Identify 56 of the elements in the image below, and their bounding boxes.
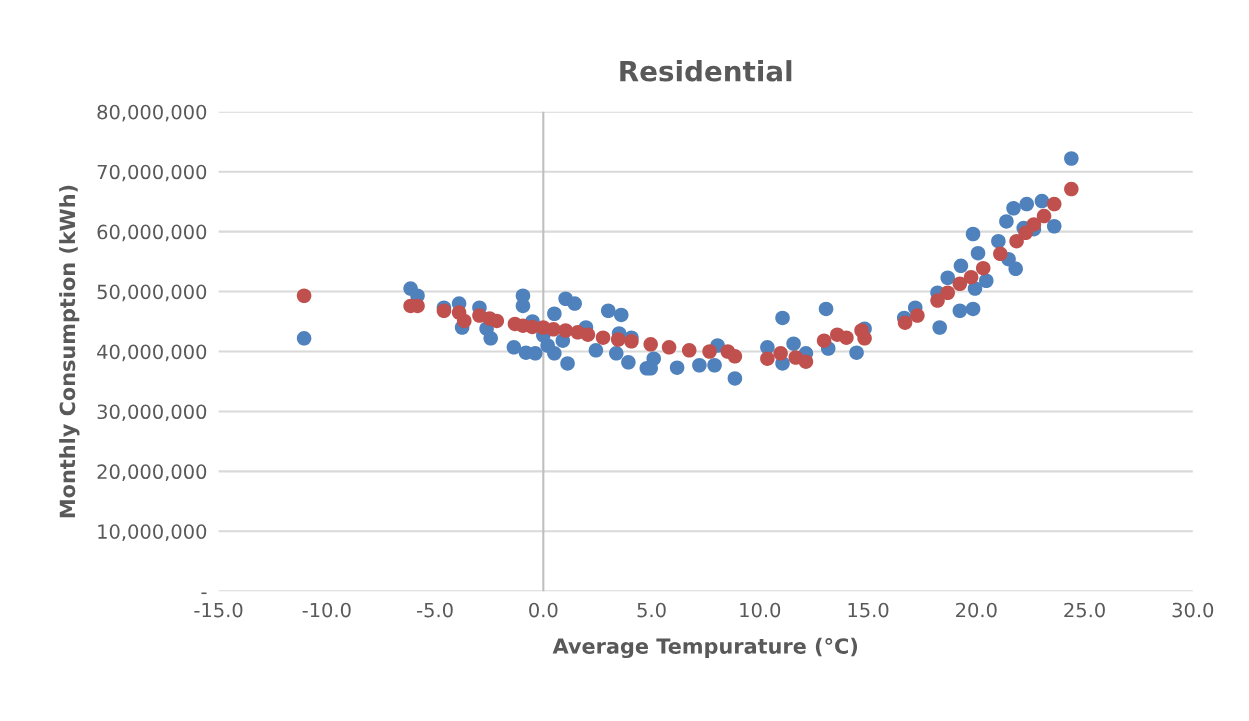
point bbox=[1036, 208, 1052, 224]
x-tick-label: 0.0 bbox=[529, 602, 558, 618]
x-tick-label: -5.0 bbox=[417, 602, 453, 618]
point bbox=[457, 313, 472, 329]
x-tick-label: 25.0 bbox=[1064, 602, 1105, 618]
point bbox=[610, 332, 626, 347]
x-tick-label: 15.0 bbox=[848, 602, 889, 618]
x-axis-title: Average Tempurature (°C) bbox=[552, 637, 858, 659]
x-tick-label: 5.0 bbox=[637, 602, 666, 618]
x-tick-label: -10.0 bbox=[302, 602, 351, 618]
point bbox=[661, 340, 677, 355]
point bbox=[624, 334, 639, 349]
chart-title: Residential bbox=[620, 60, 792, 82]
point bbox=[595, 330, 611, 345]
point bbox=[558, 323, 573, 338]
y-tick-label: 40,000,000 bbox=[97, 344, 207, 362]
point bbox=[975, 260, 991, 276]
point bbox=[773, 346, 788, 361]
point bbox=[436, 303, 452, 319]
point bbox=[940, 285, 956, 301]
y-axis-title: Monthly Consumption (kWh) bbox=[59, 185, 80, 518]
point bbox=[702, 344, 717, 359]
point bbox=[296, 288, 312, 304]
point bbox=[798, 354, 814, 369]
x-tick-label: 20.0 bbox=[956, 602, 997, 618]
point bbox=[897, 315, 913, 330]
point bbox=[1046, 196, 1062, 212]
y-tick-label: 60,000,000 bbox=[97, 224, 207, 242]
point bbox=[546, 322, 561, 337]
point bbox=[681, 343, 697, 358]
y-tick-label: 80,000,000 bbox=[97, 104, 207, 122]
point bbox=[910, 308, 925, 323]
x-tick-label: 30.0 bbox=[1172, 602, 1214, 618]
point bbox=[816, 333, 832, 348]
y-tick-label: 50,000,000 bbox=[97, 284, 207, 302]
y-tick-label: 20,000,000 bbox=[97, 464, 207, 481]
point bbox=[580, 327, 596, 342]
x-tick-label: -15.0 bbox=[194, 602, 243, 618]
y-tick-label: 30,000,000 bbox=[97, 404, 207, 422]
point bbox=[1026, 217, 1042, 232]
point bbox=[643, 337, 658, 352]
point bbox=[857, 331, 872, 346]
point bbox=[1009, 233, 1024, 249]
point bbox=[993, 246, 1008, 262]
point bbox=[839, 330, 854, 345]
point bbox=[952, 276, 968, 292]
point bbox=[727, 349, 743, 364]
point bbox=[489, 313, 505, 329]
y-tick-label: 10,000,000 bbox=[98, 524, 207, 541]
y-tick-label: 70,000,000 bbox=[97, 164, 207, 182]
point bbox=[930, 293, 945, 308]
point bbox=[1064, 181, 1079, 197]
y-tick-label: - bbox=[201, 592, 207, 595]
point bbox=[760, 351, 775, 366]
x-tick-label: 10.0 bbox=[740, 602, 781, 618]
point bbox=[963, 269, 979, 285]
